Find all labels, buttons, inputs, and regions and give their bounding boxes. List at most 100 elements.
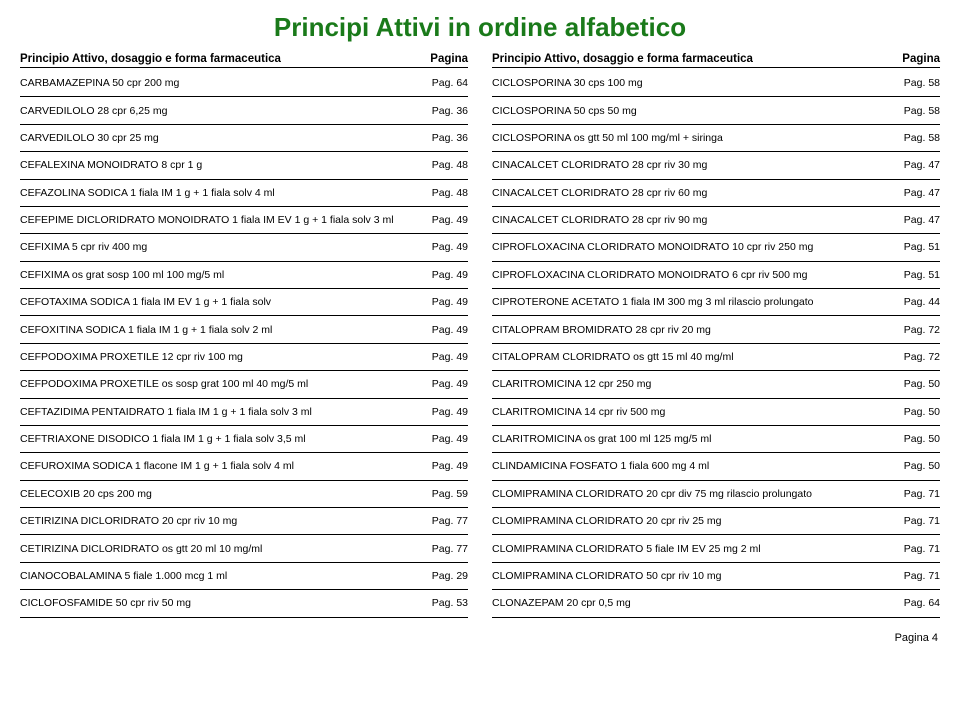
item-name: CEFPODOXIMA PROXETILE os sosp grat 100 m… bbox=[20, 378, 432, 390]
item-name: CEFTAZIDIMA PENTAIDRATO 1 fiala IM 1 g +… bbox=[20, 406, 432, 418]
list-item: CINACALCET CLORIDRATO 28 cpr riv 30 mgPa… bbox=[492, 152, 940, 179]
item-name: CLOMIPRAMINA CLORIDRATO 5 fiale IM EV 25… bbox=[492, 543, 904, 555]
list-item: CICLOSPORINA 50 cps 50 mgPag. 58 bbox=[492, 97, 940, 124]
list-item: CINACALCET CLORIDRATO 28 cpr riv 60 mgPa… bbox=[492, 180, 940, 207]
item-name: CINACALCET CLORIDRATO 28 cpr riv 60 mg bbox=[492, 187, 904, 199]
list-item: CEFPODOXIMA PROXETILE 12 cpr riv 100 mgP… bbox=[20, 344, 468, 371]
item-page: Pag. 47 bbox=[904, 159, 940, 171]
item-page: Pag. 48 bbox=[432, 159, 468, 171]
list-item: CARVEDILOLO 28 cpr 6,25 mgPag. 36 bbox=[20, 97, 468, 124]
list-item: CLONAZEPAM 20 cpr 0,5 mgPag. 64 bbox=[492, 590, 940, 617]
item-page: Pag. 44 bbox=[904, 296, 940, 308]
list-item: CETIRIZINA DICLORIDRATO 20 cpr riv 10 mg… bbox=[20, 508, 468, 535]
list-item: CEFALEXINA MONOIDRATO 8 cpr 1 gPag. 48 bbox=[20, 152, 468, 179]
item-name: CLONAZEPAM 20 cpr 0,5 mg bbox=[492, 597, 904, 609]
list-item: CICLOSPORINA 30 cps 100 mgPag. 58 bbox=[492, 70, 940, 97]
header-page-label: Pagina bbox=[430, 53, 468, 65]
item-page: Pag. 49 bbox=[432, 460, 468, 472]
list-item: CETIRIZINA DICLORIDRATO os gtt 20 ml 10 … bbox=[20, 535, 468, 562]
item-name: CITALOPRAM BROMIDRATO 28 cpr riv 20 mg bbox=[492, 324, 904, 336]
item-name: CEFAZOLINA SODICA 1 fiala IM 1 g + 1 fia… bbox=[20, 187, 432, 199]
header-label: Principio Attivo, dosaggio e forma farma… bbox=[492, 53, 753, 65]
item-name: CELECOXIB 20 cps 200 mg bbox=[20, 488, 432, 500]
list-item: CEFAZOLINA SODICA 1 fiala IM 1 g + 1 fia… bbox=[20, 180, 468, 207]
list-item: CITALOPRAM BROMIDRATO 28 cpr riv 20 mgPa… bbox=[492, 316, 940, 343]
item-page: Pag. 58 bbox=[904, 132, 940, 144]
page-title: Principi Attivi in ordine alfabetico bbox=[20, 12, 940, 43]
list-item: CEFOTAXIMA SODICA 1 fiala IM EV 1 g + 1 … bbox=[20, 289, 468, 316]
item-page: Pag. 36 bbox=[432, 132, 468, 144]
list-item: CIANOCOBALAMINA 5 fiale 1.000 mcg 1 mlPa… bbox=[20, 563, 468, 590]
item-name: CARBAMAZEPINA 50 cpr 200 mg bbox=[20, 77, 432, 89]
list-item: CLOMIPRAMINA CLORIDRATO 50 cpr riv 10 mg… bbox=[492, 563, 940, 590]
item-name: CICLOSPORINA 50 cps 50 mg bbox=[492, 105, 904, 117]
right-items-container: CICLOSPORINA 30 cps 100 mgPag. 58CICLOSP… bbox=[492, 70, 940, 618]
item-page: Pag. 58 bbox=[904, 105, 940, 117]
item-name: CLOMIPRAMINA CLORIDRATO 20 cpr div 75 mg… bbox=[492, 488, 904, 500]
item-page: Pag. 71 bbox=[904, 488, 940, 500]
item-name: CETIRIZINA DICLORIDRATO 20 cpr riv 10 mg bbox=[20, 515, 432, 527]
column-header: Principio Attivo, dosaggio e forma farma… bbox=[20, 53, 468, 68]
item-page: Pag. 72 bbox=[904, 351, 940, 363]
list-item: CLARITROMICINA 14 cpr riv 500 mgPag. 50 bbox=[492, 399, 940, 426]
list-item: CIPROTERONE ACETATO 1 fiala IM 300 mg 3 … bbox=[492, 289, 940, 316]
item-page: Pag. 59 bbox=[432, 488, 468, 500]
item-name: CLOMIPRAMINA CLORIDRATO 20 cpr riv 25 mg bbox=[492, 515, 904, 527]
item-page: Pag. 49 bbox=[432, 351, 468, 363]
item-name: CICLOFOSFAMIDE 50 cpr riv 50 mg bbox=[20, 597, 432, 609]
list-item: CEFIXIMA os grat sosp 100 ml 100 mg/5 ml… bbox=[20, 262, 468, 289]
item-name: CEFOTAXIMA SODICA 1 fiala IM EV 1 g + 1 … bbox=[20, 296, 432, 308]
item-name: CLARITROMICINA 14 cpr riv 500 mg bbox=[492, 406, 904, 418]
left-column: Principio Attivo, dosaggio e forma farma… bbox=[20, 53, 468, 618]
item-name: CEFTRIAXONE DISODICO 1 fiala IM 1 g + 1 … bbox=[20, 433, 432, 445]
item-page: Pag. 64 bbox=[904, 597, 940, 609]
item-page: Pag. 47 bbox=[904, 214, 940, 226]
item-name: CIPROFLOXACINA CLORIDRATO MONOIDRATO 6 c… bbox=[492, 269, 904, 281]
list-item: CINACALCET CLORIDRATO 28 cpr riv 90 mgPa… bbox=[492, 207, 940, 234]
item-name: CICLOSPORINA 30 cps 100 mg bbox=[492, 77, 904, 89]
left-items-container: CARBAMAZEPINA 50 cpr 200 mgPag. 64 CARVED… bbox=[20, 70, 468, 618]
list-item: CICLOSPORINA os gtt 50 ml 100 mg/ml + si… bbox=[492, 125, 940, 152]
header-page-label: Pagina bbox=[902, 53, 940, 65]
item-page: Pag. 50 bbox=[904, 433, 940, 445]
item-name: CEFALEXINA MONOIDRATO 8 cpr 1 g bbox=[20, 159, 432, 171]
item-page: Pag. 49 bbox=[432, 378, 468, 390]
item-page: Pag. 49 bbox=[432, 433, 468, 445]
item-page: Pag. 51 bbox=[904, 241, 940, 253]
item-page: Pag. 64 bbox=[432, 77, 468, 89]
list-item: CARVEDILOLO 30 cpr 25 mgPag. 36 bbox=[20, 125, 468, 152]
item-page: Pag. 53 bbox=[432, 597, 468, 609]
page-footer: Pagina 4 bbox=[20, 632, 940, 644]
item-page: Pag. 71 bbox=[904, 543, 940, 555]
item-page: Pag. 50 bbox=[904, 378, 940, 390]
item-name: CEFPODOXIMA PROXETILE 12 cpr riv 100 mg bbox=[20, 351, 432, 363]
item-name: CIANOCOBALAMINA 5 fiale 1.000 mcg 1 ml bbox=[20, 570, 432, 582]
item-page: Pag. 29 bbox=[432, 570, 468, 582]
item-name: CEFOXITINA SODICA 1 fiala IM 1 g + 1 fia… bbox=[20, 324, 432, 336]
item-page: Pag. 50 bbox=[904, 406, 940, 418]
item-page: Pag. 49 bbox=[432, 324, 468, 336]
item-name: CICLOSPORINA os gtt 50 ml 100 mg/ml + si… bbox=[492, 132, 904, 144]
item-name: CLOMIPRAMINA CLORIDRATO 50 cpr riv 10 mg bbox=[492, 570, 904, 582]
item-page: Pag. 77 bbox=[432, 543, 468, 555]
item-name: CARVEDILOLO 28 cpr 6,25 mg bbox=[20, 105, 432, 117]
item-page: Pag. 48 bbox=[432, 187, 468, 199]
item-name: CIPROFLOXACINA CLORIDRATO MONOIDRATO 10 … bbox=[492, 241, 904, 253]
column-header: Principio Attivo, dosaggio e forma farma… bbox=[492, 53, 940, 68]
item-name: CEFIXIMA 5 cpr riv 400 mg bbox=[20, 241, 432, 253]
item-name: CEFEPIME DICLORIDRATO MONOIDRATO 1 fiala… bbox=[20, 214, 432, 226]
list-item: CEFPODOXIMA PROXETILE os sosp grat 100 m… bbox=[20, 371, 468, 398]
list-item: CLINDAMICINA FOSFATO 1 fiala 600 mg 4 ml… bbox=[492, 453, 940, 480]
item-page: Pag. 71 bbox=[904, 570, 940, 582]
columns-container: Principio Attivo, dosaggio e forma farma… bbox=[20, 53, 940, 618]
list-item: CIPROFLOXACINA CLORIDRATO MONOIDRATO 6 c… bbox=[492, 262, 940, 289]
item-name: CETIRIZINA DICLORIDRATO os gtt 20 ml 10 … bbox=[20, 543, 432, 555]
item-page: Pag. 49 bbox=[432, 269, 468, 281]
list-item: CELECOXIB 20 cps 200 mgPag. 59 bbox=[20, 481, 468, 508]
list-item: CLARITROMICINA os grat 100 ml 125 mg/5 m… bbox=[492, 426, 940, 453]
item-name: CINACALCET CLORIDRATO 28 cpr riv 30 mg bbox=[492, 159, 904, 171]
list-item: CEFIXIMA 5 cpr riv 400 mgPag. 49 bbox=[20, 234, 468, 261]
list-item: CICLOFOSFAMIDE 50 cpr riv 50 mgPag. 53 bbox=[20, 590, 468, 617]
item-name: CLINDAMICINA FOSFATO 1 fiala 600 mg 4 ml bbox=[492, 460, 904, 472]
list-item: CITALOPRAM CLORIDRATO os gtt 15 ml 40 mg… bbox=[492, 344, 940, 371]
